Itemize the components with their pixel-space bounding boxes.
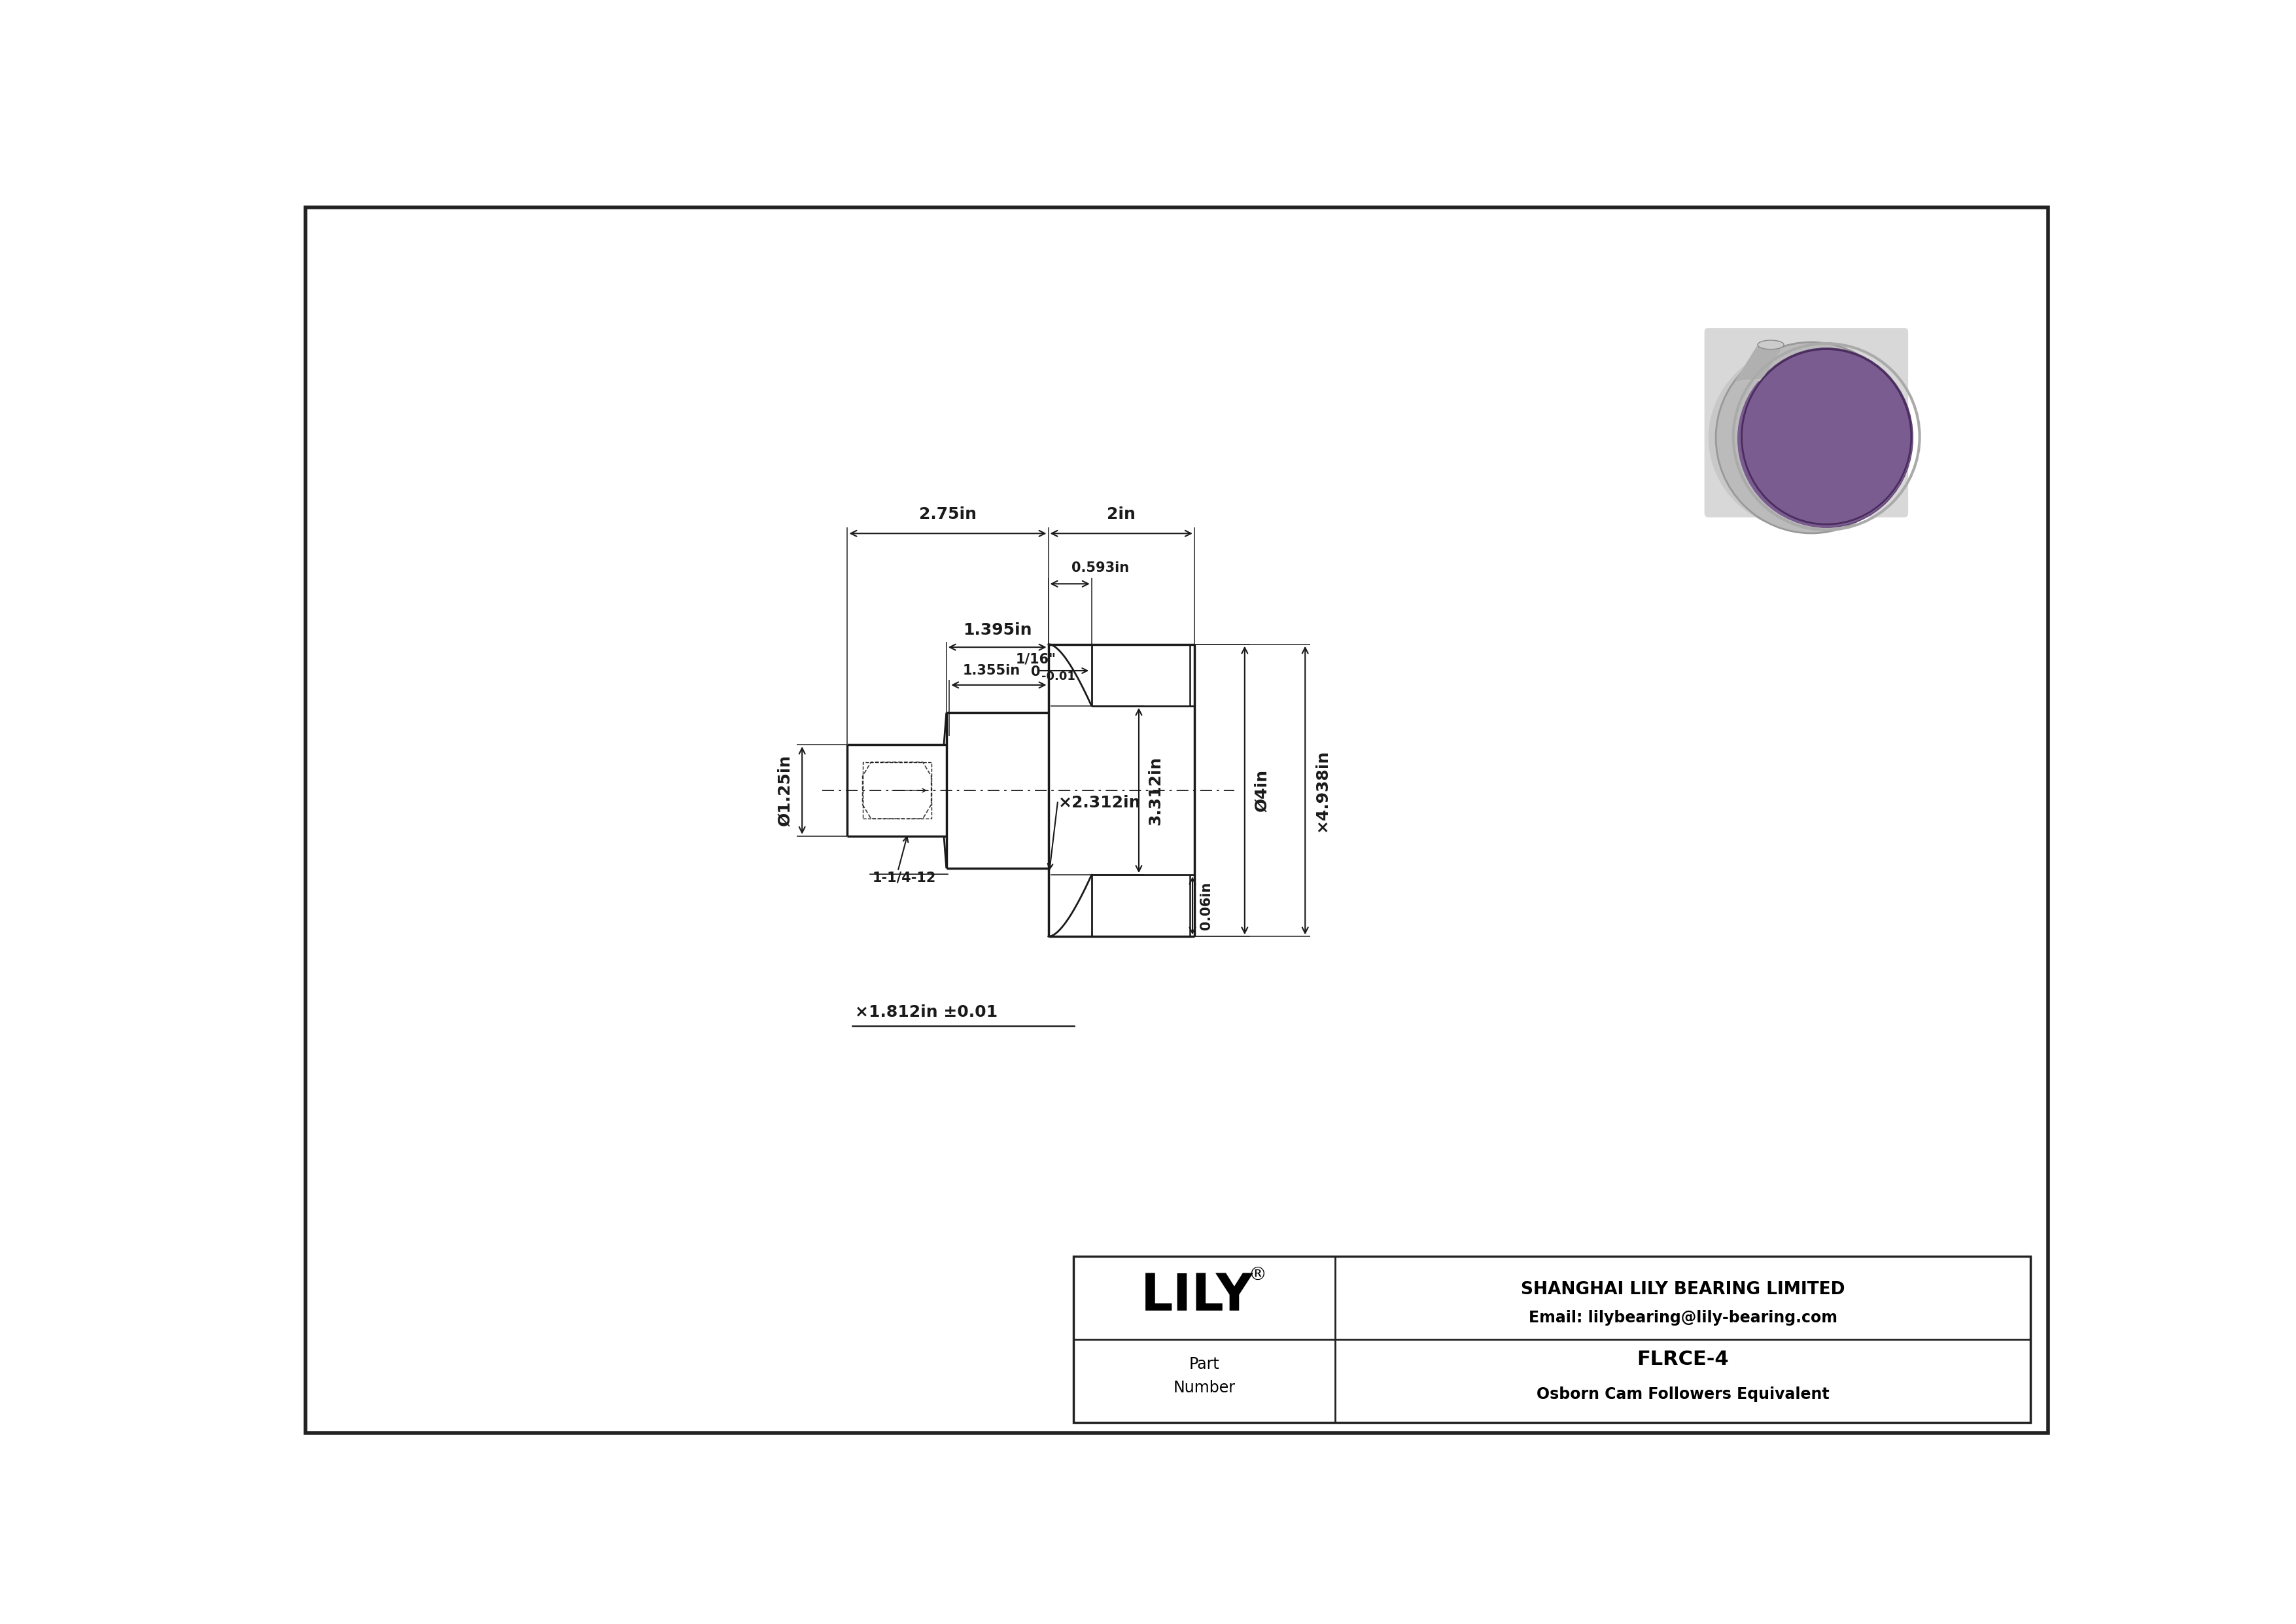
Text: Ø4in: Ø4in [1254,770,1270,812]
Text: 2.75in: 2.75in [918,507,976,523]
FancyBboxPatch shape [1704,328,1908,518]
Bar [863,762,932,818]
Text: 0.06in: 0.06in [1199,882,1212,929]
Text: LILY: LILY [1141,1272,1254,1322]
Text: Ø1.25in: Ø1.25in [778,755,792,827]
Text: SHANGHAI LILY BEARING LIMITED: SHANGHAI LILY BEARING LIMITED [1520,1281,1846,1298]
Text: 0: 0 [1031,666,1040,679]
Text: 3.312in: 3.312in [1148,755,1164,825]
Polygon shape [1736,344,1784,382]
Text: ×2.312in: ×2.312in [1058,796,1141,810]
Text: ×4.938in: ×4.938in [1313,749,1329,831]
Ellipse shape [1738,351,1913,528]
Ellipse shape [1740,348,1913,528]
Text: ®: ® [1249,1267,1267,1285]
Text: 0.593in: 0.593in [1072,562,1130,575]
Text: ×1.812in ±0.01: ×1.812in ±0.01 [854,1004,999,1020]
Polygon shape [1736,374,1835,382]
Ellipse shape [1708,344,1903,531]
Text: 1/16": 1/16" [1015,653,1056,666]
Text: Osborn Cam Followers Equivalent: Osborn Cam Followers Equivalent [1536,1387,1830,1402]
Text: Part
Number: Part Number [1173,1356,1235,1395]
Text: 1.395in: 1.395in [962,622,1031,638]
Text: -0.01: -0.01 [1042,671,1075,682]
Bar [1075,1257,2030,1423]
Text: Email: lilybearing@lily-bearing.com: Email: lilybearing@lily-bearing.com [1529,1311,1837,1325]
Text: 1-1/4-12: 1-1/4-12 [872,872,937,885]
Ellipse shape [1715,343,1908,533]
Text: FLRCE-4: FLRCE-4 [1637,1350,1729,1369]
Ellipse shape [1743,349,1910,525]
Ellipse shape [1759,341,1784,349]
Text: 2in: 2in [1107,507,1137,523]
Text: 1.355in: 1.355in [962,664,1019,677]
